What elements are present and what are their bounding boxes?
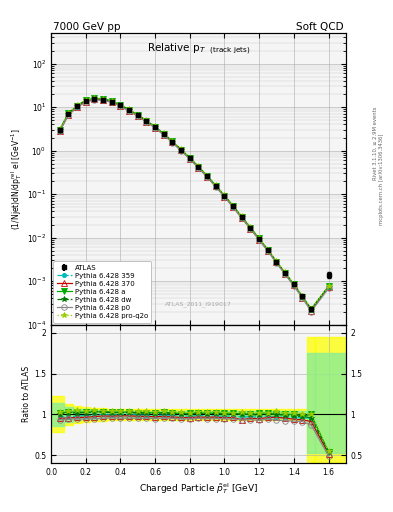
Y-axis label: (1/Njet)dN/dp$^{\rm rel}_{T}$ el [GeV$^{-1}$]: (1/Njet)dN/dp$^{\rm rel}_{T}$ el [GeV$^{… xyxy=(9,128,24,230)
Y-axis label: Ratio to ATLAS: Ratio to ATLAS xyxy=(22,366,31,422)
Text: Relative p$_{T}$ $_{\ \rm (track\ jets)}$: Relative p$_{T}$ $_{\ \rm (track\ jets)}… xyxy=(147,42,250,57)
X-axis label: Charged Particle $\tilde{p}_{T}^{\rm el}$ [GeV]: Charged Particle $\tilde{p}_{T}^{\rm el}… xyxy=(139,481,258,496)
Text: ATLAS_2011_I919017: ATLAS_2011_I919017 xyxy=(165,302,232,307)
Text: Soft QCD: Soft QCD xyxy=(296,22,344,32)
Text: 7000 GeV pp: 7000 GeV pp xyxy=(53,22,121,32)
Text: mcplots.cern.ch [arXiv:1306.3436]: mcplots.cern.ch [arXiv:1306.3436] xyxy=(380,134,384,225)
Text: Rivet 3.1.10, ≥ 2.9M events: Rivet 3.1.10, ≥ 2.9M events xyxy=(373,106,378,180)
Legend: ATLAS, Pythia 6.428 359, Pythia 6.428 370, Pythia 6.428 a, Pythia 6.428 dw, Pyth: ATLAS, Pythia 6.428 359, Pythia 6.428 37… xyxy=(53,261,151,323)
